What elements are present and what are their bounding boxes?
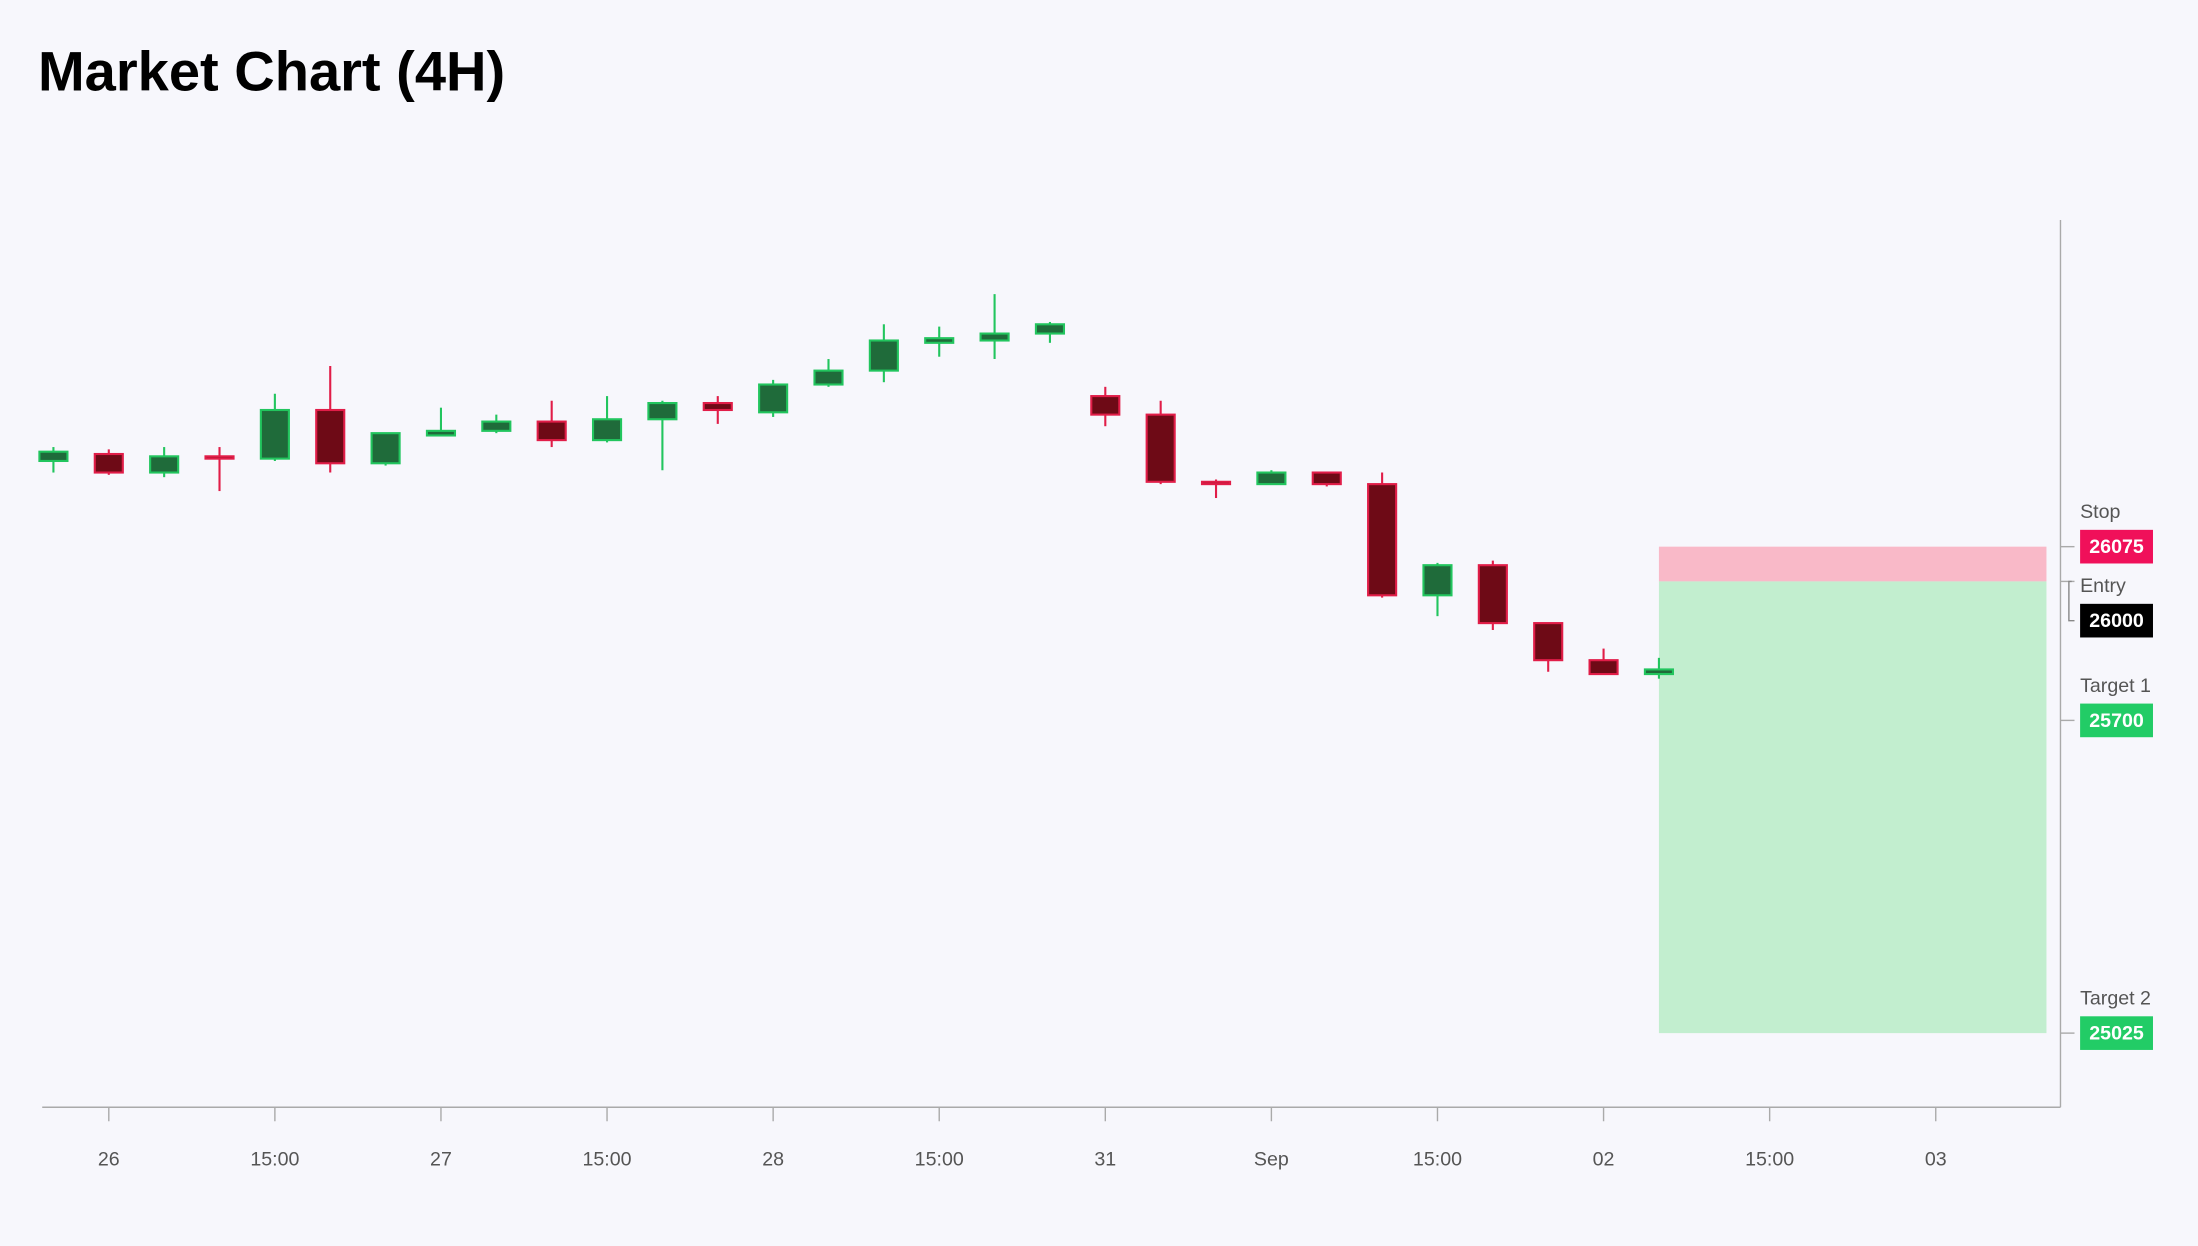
candle-body (370, 432, 401, 465)
candle-body (1311, 471, 1342, 486)
level-box (2080, 703, 2153, 738)
x-tick-label: 26 (98, 1149, 120, 1171)
candle-body (1200, 480, 1232, 486)
candle-body (481, 420, 512, 432)
candle-body (1256, 471, 1287, 486)
candle-body (813, 369, 844, 386)
candle-body (38, 450, 69, 463)
level-box (2080, 603, 2153, 638)
candle-body (924, 337, 955, 344)
x-tick-label: 15:00 (915, 1149, 964, 1171)
candle-body (259, 408, 290, 460)
stop-zone (1658, 546, 2047, 582)
level-box (2080, 1016, 2153, 1050)
x-tick-label: 03 (1925, 1149, 1947, 1171)
x-tick-label: 15:00 (1413, 1149, 1462, 1171)
candle-body (1090, 395, 1121, 416)
candle-body (1477, 564, 1508, 625)
level-name: Target 1 (2080, 675, 2151, 697)
candle-body (1643, 668, 1674, 676)
level-bracket (2068, 580, 2075, 622)
x-tick-label: 28 (762, 1149, 784, 1171)
candle-body (149, 455, 180, 474)
candle-body (315, 408, 346, 465)
target-zone (1658, 581, 2047, 1034)
x-tick-label: 31 (1094, 1149, 1116, 1171)
candle-body (1588, 659, 1619, 676)
candle-body (425, 429, 457, 437)
level-name: Entry (2080, 575, 2126, 597)
x-tick-label: 27 (430, 1149, 452, 1171)
x-tick-label: 15:00 (1745, 1149, 1794, 1171)
x-tick-label: Sep (1254, 1149, 1289, 1171)
x-tick-label: 15:00 (583, 1149, 632, 1171)
chart-title: Market Chart (4H) (38, 39, 505, 102)
candle-body (1145, 413, 1176, 483)
candle-body (1533, 622, 1564, 662)
candle-body (591, 418, 623, 442)
candle-body (1422, 564, 1453, 597)
candle-body (979, 332, 1010, 342)
candle-body (758, 383, 789, 414)
level-value: 26000 (2089, 610, 2144, 632)
candle-body (93, 452, 124, 474)
level-value: 26075 (2089, 536, 2144, 558)
candle-body (868, 339, 899, 372)
candle-body (536, 420, 567, 442)
candle-body (1367, 483, 1398, 597)
level-value: 25025 (2089, 1023, 2144, 1045)
level-name: Target 2 (2080, 988, 2151, 1010)
candle-body (702, 401, 733, 412)
candle-body (647, 401, 678, 421)
candle-body (204, 455, 235, 460)
level-name: Stop (2080, 501, 2120, 523)
x-tick-label: 02 (1593, 1149, 1615, 1171)
x-tick-label: 15:00 (250, 1149, 299, 1171)
level-box (2080, 529, 2153, 564)
level-value: 25700 (2089, 710, 2144, 732)
candle-body (1034, 323, 1066, 335)
